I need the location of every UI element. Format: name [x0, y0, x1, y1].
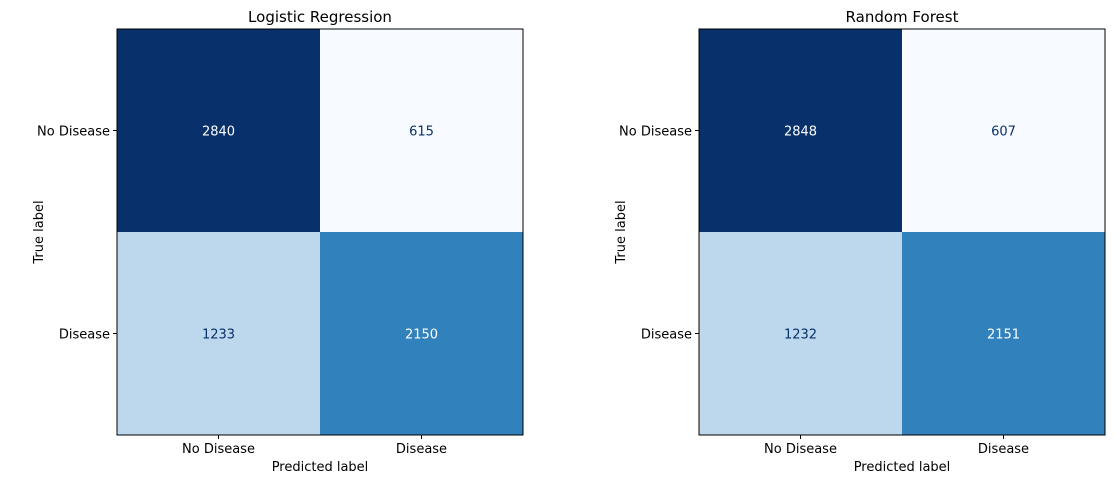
heatmap-cell: [320, 29, 523, 232]
x-tick-label: Disease: [396, 442, 447, 457]
x-tick-label: Disease: [978, 442, 1029, 457]
confusion-matrix-chart: 2840 615 1233 2150 No Disease Disease No Disea…: [32, 8, 524, 475]
heatmap-cell: [117, 29, 320, 232]
y-tick-label: No Disease: [619, 125, 692, 140]
confusion-matrix-chart: 2848 607 1232 2151 No Disease Disease No Disea…: [614, 8, 1106, 475]
x-tick-label: No Disease: [182, 442, 255, 457]
y-axis-label: True label: [32, 200, 47, 264]
plot-frame: [698, 28, 1106, 436]
y-axis-label: True label: [614, 200, 629, 264]
heatmap-cell: [117, 232, 320, 435]
x-axis-label: Predicted label: [272, 460, 369, 475]
cell-value-label: 2848: [784, 125, 817, 140]
heatmap-cell: [902, 232, 1105, 435]
y-tick-label: Disease: [641, 328, 692, 343]
cell-value-label: 615: [409, 125, 434, 140]
cell-value-label: 607: [991, 125, 1016, 140]
heatmap-cell: [699, 29, 902, 232]
plot-frame: [116, 28, 524, 436]
y-tick-label: No Disease: [37, 125, 110, 140]
x-tick-label: No Disease: [764, 442, 837, 457]
cell-value-label: 1233: [202, 328, 235, 343]
confusion-matrix-logistic-regression: 2840 615 1233 2150 No Disease Disease No Disea…: [0, 0, 558, 490]
cell-value-label: 2150: [405, 328, 438, 343]
chart-title: Random Forest: [846, 8, 959, 26]
heatmap-cell: [320, 232, 523, 435]
heatmap-cell: [902, 29, 1105, 232]
cell-value-label: 1232: [784, 328, 817, 343]
confusion-matrix-random-forest: 2848 607 1232 2151 No Disease Disease No Disea…: [582, 0, 1116, 490]
cell-value-label: 2151: [987, 328, 1020, 343]
x-axis-label: Predicted label: [854, 460, 951, 475]
heatmap-cell: [699, 232, 902, 435]
chart-title: Logistic Regression: [248, 8, 392, 26]
y-tick-label: Disease: [59, 328, 110, 343]
cell-value-label: 2840: [202, 125, 235, 140]
